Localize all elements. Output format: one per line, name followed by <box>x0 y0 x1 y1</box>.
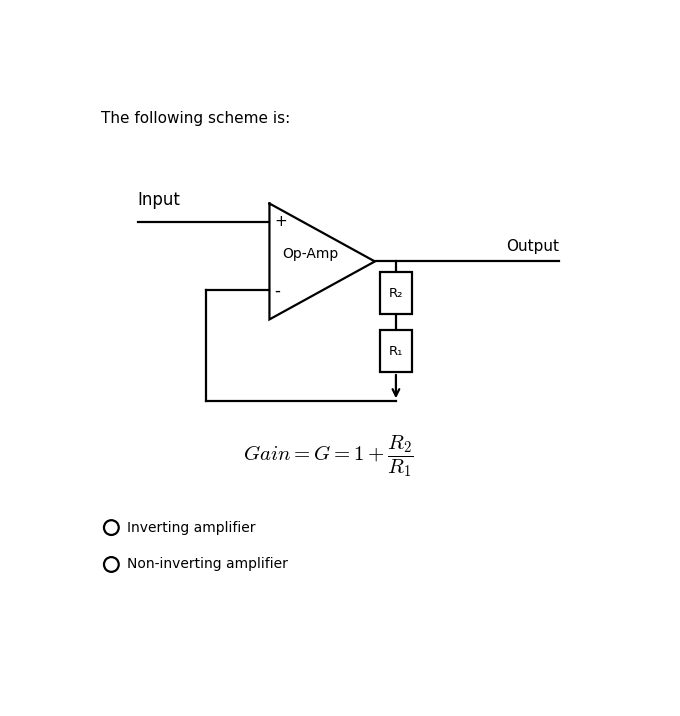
Text: +: + <box>275 214 288 229</box>
Text: Input: Input <box>137 190 181 209</box>
Text: R₂: R₂ <box>389 286 403 299</box>
Text: Inverting amplifier: Inverting amplifier <box>126 521 255 535</box>
Text: Output: Output <box>507 238 560 253</box>
Text: The following scheme is:: The following scheme is: <box>101 111 290 126</box>
Bar <box>380 330 412 372</box>
Text: -: - <box>275 281 281 299</box>
Text: Non-inverting amplifier: Non-inverting amplifier <box>126 558 288 571</box>
Text: Op-Amp: Op-Amp <box>283 246 339 261</box>
Bar <box>380 272 412 314</box>
Text: $\mathit{Gain}=G=1+\dfrac{R_2}{R_1}$: $\mathit{Gain}=G=1+\dfrac{R_2}{R_1}$ <box>243 434 414 479</box>
Text: R₁: R₁ <box>389 344 403 357</box>
